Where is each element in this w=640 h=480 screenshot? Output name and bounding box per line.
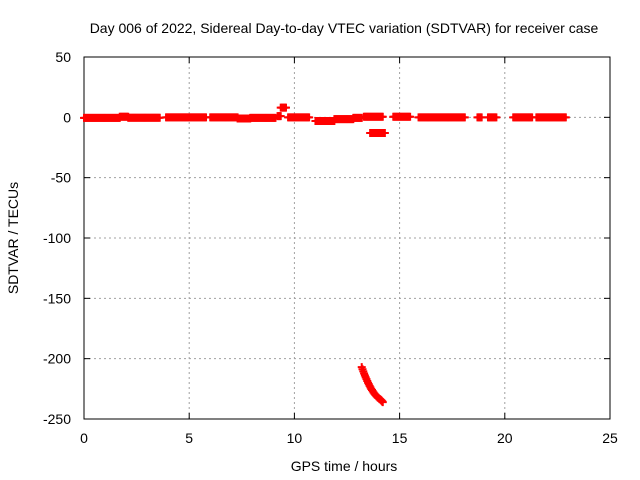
x-tick-label: 0	[80, 430, 88, 446]
data-point	[305, 113, 314, 122]
x-tick-label: 5	[185, 430, 193, 446]
y-tick-label: 50	[55, 49, 71, 65]
data-point	[460, 113, 469, 122]
data-point	[406, 112, 415, 121]
y-tick-label: 0	[63, 109, 71, 125]
data-point	[378, 112, 387, 121]
y-tick-label: -200	[43, 351, 71, 367]
x-ticks: 0 5 10 15 20 25	[80, 57, 618, 446]
x-tick-label: 15	[392, 430, 408, 446]
x-tick-label: 20	[497, 430, 513, 446]
data-points	[80, 103, 570, 407]
data-point	[492, 113, 501, 122]
y-tick-label: -100	[43, 230, 71, 246]
data-point	[380, 129, 389, 138]
x-tick-label: 10	[287, 430, 303, 446]
y-tick-label: -50	[51, 170, 71, 186]
data-point	[276, 112, 285, 121]
y-ticks: 50 0 -50 -100 -150 -200 -250	[43, 49, 610, 427]
chart-title: Day 006 of 2022, Sidereal Day-to-day VTE…	[90, 20, 599, 36]
data-point	[561, 113, 570, 122]
data-point	[378, 398, 387, 407]
y-tick-label: -150	[43, 290, 71, 306]
grid	[84, 57, 610, 419]
plot-frame	[83, 56, 611, 420]
x-tick-label: 25	[602, 430, 618, 446]
x-axis-label: GPS time / hours	[291, 458, 398, 474]
y-tick-label: -250	[43, 411, 71, 427]
y-axis-label: SDTVAR / TECUs	[5, 182, 21, 294]
data-point	[281, 103, 290, 112]
